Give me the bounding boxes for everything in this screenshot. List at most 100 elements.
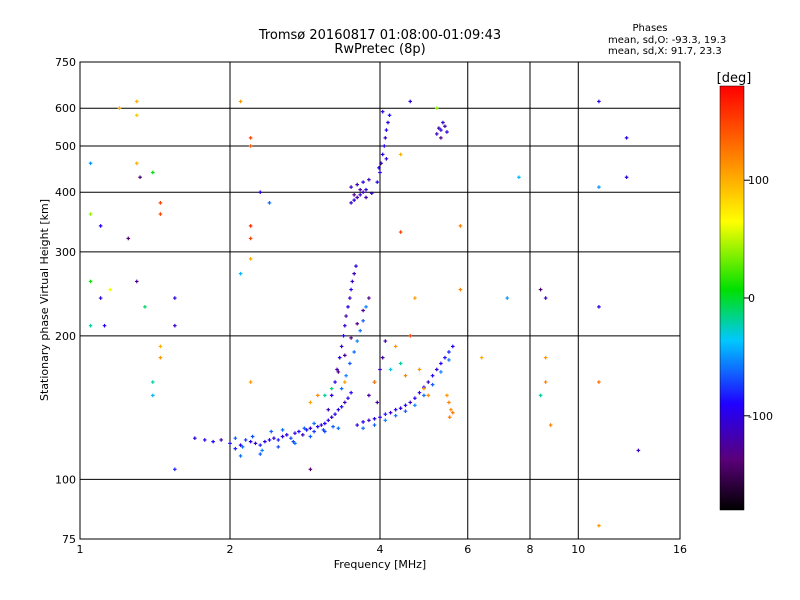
data-point [263,439,267,444]
data-point [367,393,371,398]
data-point [350,279,355,284]
data-point [372,380,377,384]
data-point [378,170,382,175]
data-points [88,99,641,528]
data-point [379,161,383,166]
data-point [98,224,103,228]
data-point [193,436,197,441]
data-point [315,424,320,429]
data-point [349,336,353,340]
data-point [384,128,389,132]
data-point [451,410,455,415]
data-point [349,201,353,205]
y-tick-label: 75 [62,533,76,546]
data-point [408,400,413,405]
colorbar-tick-label: -100 [748,410,773,423]
data-point [458,224,463,228]
x-tick-label: 10 [571,543,585,556]
data-point [134,161,139,166]
data-point [173,323,177,328]
data-point [280,434,285,439]
data-point [248,439,253,444]
data-point [408,99,413,104]
data-point [323,429,327,434]
data-point [447,350,451,354]
data-point [258,443,263,447]
data-point [352,350,356,354]
phase-stats-x: mean, sd,X: 91.7, 23.3 [608,46,722,57]
data-point [393,413,398,418]
data-point [272,436,276,441]
data-point [597,523,601,528]
data-point [597,185,601,189]
data-point [349,287,353,292]
data-point [543,355,548,360]
data-point [151,380,155,384]
data-point [361,426,365,431]
data-point [248,224,253,228]
data-point [260,448,264,453]
data-point [367,418,371,423]
x-axis-label: Frequency [MHz] [334,558,426,571]
data-point [269,429,274,434]
grid-lines [80,62,680,539]
colorbar-tick-label: 0 [748,292,755,305]
data-point [301,433,305,437]
phase-stats-heading: Phases [632,23,667,34]
data-point [339,404,344,409]
data-point [348,361,352,366]
data-point [364,187,368,192]
data-point [434,132,439,136]
chart-title: Tromsø 20160817 01:08:00-01:09:43 [258,28,501,43]
data-point [597,99,601,104]
y-axis-label: Stationary phase Virtual Height [km] [38,199,51,401]
data-point [276,445,281,449]
data-point [361,420,365,424]
y-tick-label: 100 [55,473,76,486]
data-point [624,136,629,140]
data-point [393,407,398,412]
data-point [326,418,331,423]
data-point [343,353,347,358]
data-point [248,257,253,261]
data-point [387,113,392,118]
data-point [88,279,93,284]
data-point [378,367,382,372]
data-point [597,380,601,384]
x-tick-label: 4 [377,543,384,556]
data-point [323,421,327,426]
data-point [343,380,347,384]
data-point [173,467,177,472]
data-point [380,109,385,114]
data-point [597,305,601,309]
data-point [355,339,359,343]
data-point [253,441,258,446]
data-point [331,424,335,429]
data-point [88,212,93,216]
data-point [430,382,435,387]
data-point [158,212,163,216]
data-point [361,319,365,323]
data-point [329,415,334,420]
data-point [380,355,385,360]
data-point [228,441,232,446]
x-tick-label: 2 [227,543,234,556]
data-point [352,193,356,197]
data-point [434,367,439,372]
data-point [413,403,417,408]
data-point [302,426,307,431]
data-point [343,400,347,405]
data-point [398,152,403,157]
data-point [336,370,341,374]
data-point [349,185,353,189]
phase-stats-o: mean, sd,O: -93.3, 19.3 [608,35,726,46]
data-point [102,323,107,328]
data-point [151,170,155,175]
data-point [636,448,641,453]
data-point [377,166,381,170]
data-point [543,380,548,384]
data-point [367,177,371,182]
data-point [329,386,334,391]
data-point [417,390,422,395]
data-point [335,367,339,372]
